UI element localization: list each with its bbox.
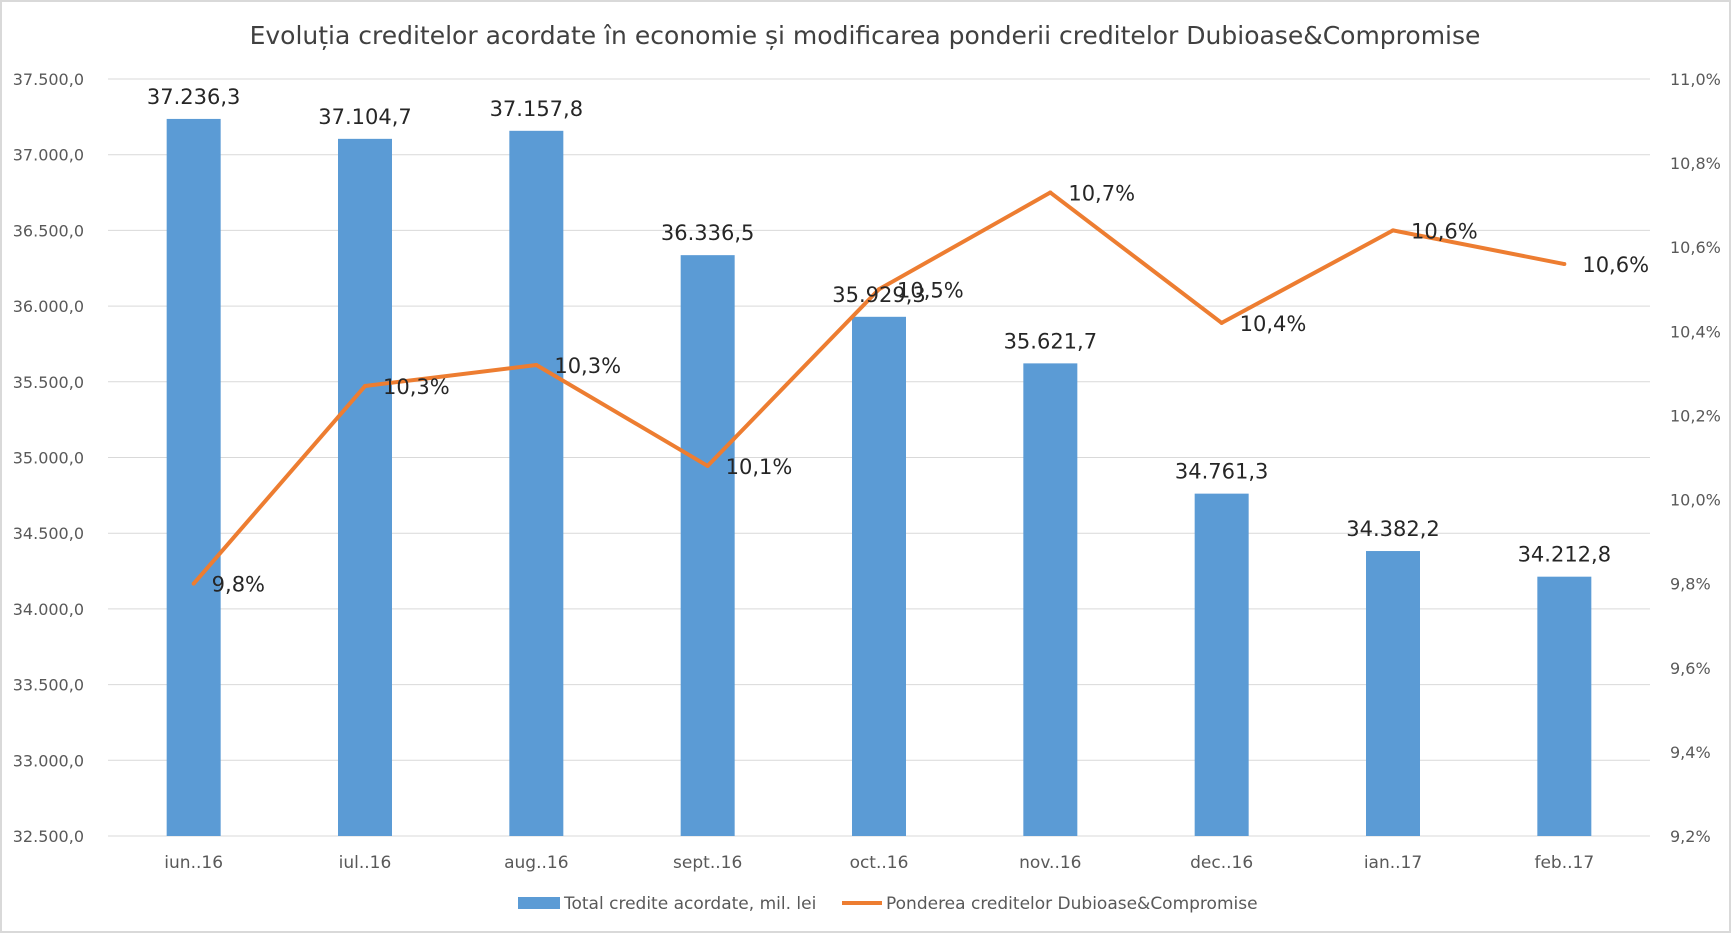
right-tick-label: 10,2% (1670, 406, 1721, 425)
category-label: nov..16 (1019, 853, 1081, 873)
right-tick-label: 10,6% (1670, 238, 1721, 257)
line-point[interactable] (1219, 320, 1224, 325)
bar-data-label: 34.761,3 (1175, 460, 1269, 484)
bar[interactable] (1194, 493, 1249, 836)
bar-data-label: 34.212,8 (1518, 543, 1612, 567)
line-point[interactable] (1391, 228, 1395, 233)
category-label: iun..16 (164, 853, 223, 873)
bar[interactable] (680, 255, 735, 836)
line-point[interactable] (1048, 190, 1053, 195)
line-data-label: 10,1% (726, 455, 793, 479)
bar[interactable] (1366, 551, 1420, 836)
line-point[interactable] (877, 287, 881, 292)
bar-data-label: 37.157,8 (490, 97, 584, 121)
line-series (191, 190, 1567, 586)
right-tick-label: 10,8% (1670, 154, 1721, 173)
bar[interactable] (338, 138, 392, 837)
bar-data-label: 34.382,2 (1346, 517, 1440, 541)
line-data-label: 10,5% (897, 278, 964, 302)
line-data-label: 9,8% (212, 573, 265, 597)
data-labels: 37.236,3 37.104,7 37.157,8 36.336,5 35.929,3… (147, 85, 1649, 597)
line-point[interactable] (363, 384, 367, 389)
category-label: sept..16 (673, 853, 742, 873)
right-tick-label: 9,8% (1670, 575, 1711, 594)
bar-data-label: 37.104,7 (318, 105, 412, 129)
right-axis: 9,2% 9,4% 9,6% 9,8% 10,0% 10,2% 10,4% 10,6% 10,8… (1670, 70, 1721, 846)
left-tick-label: 37.500,0 (13, 70, 84, 89)
line-point[interactable] (1562, 262, 1567, 267)
line-point[interactable] (534, 362, 539, 367)
line-point[interactable] (191, 581, 196, 586)
line-data-label: 10,6% (1582, 253, 1649, 277)
legend[interactable]: Total credite acordate, mil. lei Pondere… (518, 894, 1258, 914)
category-label: ian..17 (1364, 853, 1422, 873)
right-tick-label: 9,2% (1670, 827, 1711, 846)
right-tick-label: 9,6% (1670, 659, 1711, 678)
left-tick-label: 36.000,0 (13, 297, 84, 316)
bar[interactable] (166, 118, 221, 836)
left-tick-label: 34.500,0 (13, 524, 84, 543)
bar-series (166, 118, 1592, 837)
legend-bar-swatch (518, 897, 560, 909)
line-data-label: 10,6% (1411, 219, 1478, 243)
category-label: dec..16 (1190, 853, 1253, 873)
line-data-label: 10,3% (383, 375, 450, 399)
left-tick-label: 35.000,0 (13, 449, 84, 468)
line-data-label: 10,3% (554, 354, 621, 378)
bar[interactable] (1537, 576, 1592, 836)
left-tick-label: 34.000,0 (13, 600, 84, 619)
left-tick-label: 36.500,0 (13, 221, 84, 240)
right-tick-label: 10,4% (1670, 322, 1721, 341)
bar-data-label: 37.236,3 (147, 85, 241, 109)
left-axis: 32.500,0 33.000,0 33.500,0 34.000,0 34.500,0… (13, 70, 84, 846)
left-tick-label: 33.500,0 (13, 676, 84, 695)
category-label: oct..16 (850, 853, 909, 873)
bar[interactable] (509, 130, 564, 836)
right-tick-label: 9,4% (1670, 743, 1711, 762)
right-tick-label: 11,0% (1670, 70, 1721, 89)
bar-data-label: 36.336,5 (661, 221, 755, 245)
legend-bar-label: Total credite acordate, mil. lei (563, 894, 816, 914)
bar[interactable] (852, 316, 906, 837)
line-data-label: 10,7% (1068, 182, 1135, 206)
chart-title: Evoluția creditelor acordate în economie… (250, 21, 1481, 50)
bar-data-label: 35.621,7 (1004, 329, 1098, 353)
right-tick-label: 10,0% (1670, 491, 1721, 510)
bar-data-label: 35.929,3 (832, 283, 926, 307)
left-tick-label: 32.500,0 (13, 827, 84, 846)
left-tick-label: 35.500,0 (13, 373, 84, 392)
left-tick-label: 33.000,0 (13, 751, 84, 770)
category-label: aug..16 (504, 853, 568, 873)
line-data-label: 10,4% (1240, 312, 1307, 336)
category-label: feb..17 (1534, 853, 1594, 873)
legend-line-label: Ponderea creditelor Dubioase&Compromise (886, 894, 1258, 914)
bar[interactable] (1023, 363, 1078, 836)
x-axis: iun..16 iul..16 aug..16 sept..16 oct..16 nov.… (164, 853, 1594, 873)
category-label: iul..16 (339, 853, 392, 873)
line-point[interactable] (705, 463, 710, 468)
left-tick-label: 37.000,0 (13, 146, 84, 165)
